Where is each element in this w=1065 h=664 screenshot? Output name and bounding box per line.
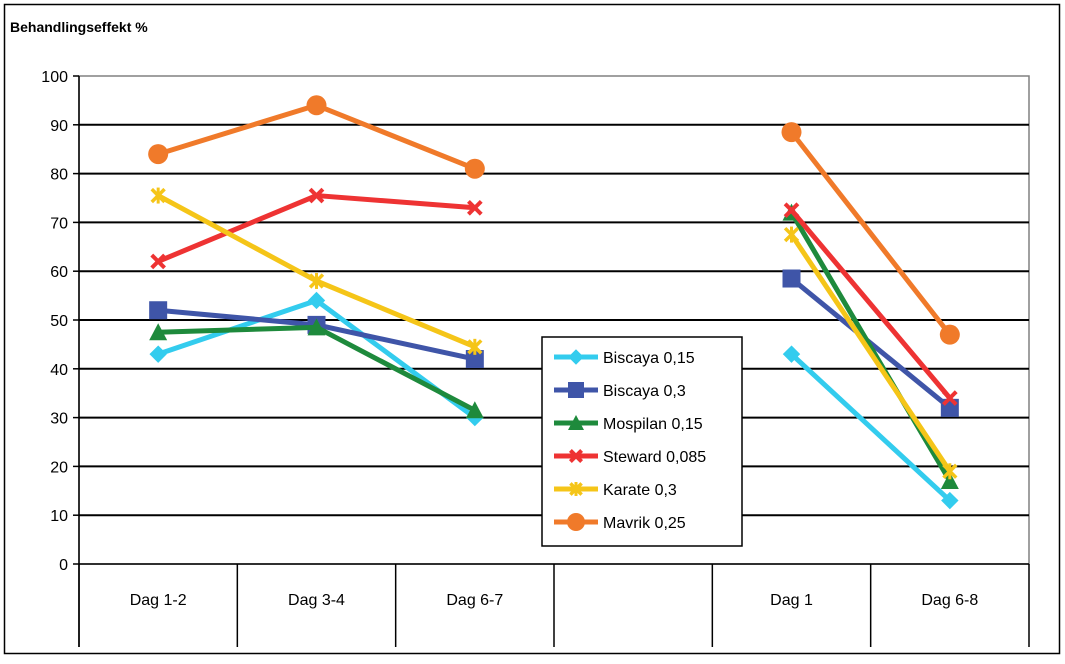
series-karate-0-3: [150, 187, 958, 480]
y-tick-label: 20: [50, 459, 68, 476]
y-axis-label: Behandlingseffekt %: [10, 19, 148, 35]
data-point-circle: [306, 95, 327, 116]
y-tick-label: 80: [50, 167, 68, 184]
data-point-diamond: [149, 345, 167, 363]
x-tick-label: Dag 6-8: [921, 592, 978, 609]
y-tick-label: 100: [41, 69, 68, 86]
legend-entry: Mavrik 0,25: [554, 513, 686, 532]
x-tick-label: Dag 1: [770, 592, 813, 609]
data-point-diamond: [307, 291, 326, 310]
data-point-square: [465, 350, 484, 369]
data-point-triangle: [149, 323, 168, 341]
series-line: [789, 232, 953, 474]
series-line: [789, 129, 953, 338]
legend-label: Mavrik 0,25: [603, 515, 686, 532]
y-tick-label: 50: [50, 313, 68, 330]
data-point-x: [308, 187, 325, 204]
legend-label: Karate 0,3: [603, 482, 677, 499]
data-point-circle: [939, 324, 960, 345]
y-tick-label: 0: [59, 557, 68, 574]
data-point-triangle: [465, 401, 484, 419]
x-tick-label: Dag 3-4: [288, 592, 345, 609]
legend-entry: Biscaya 0,15: [554, 349, 695, 367]
legend-entry: Steward 0,085: [554, 448, 706, 466]
data-point-diamond: [568, 349, 584, 365]
data-point-square: [149, 301, 168, 320]
data-point-x-stroke: [568, 448, 584, 464]
data-point-diamond: [941, 491, 959, 510]
legend-box: [541, 336, 743, 547]
legend-label: Mospilan 0,15: [603, 416, 703, 433]
data-point-circle: [567, 513, 585, 531]
y-tick-label: 90: [50, 118, 68, 135]
series-steward-0-085: [150, 187, 958, 406]
series-mavrik-0-25: [148, 95, 960, 345]
y-tick-label: 30: [50, 411, 68, 428]
legend-label: Biscaya 0,3: [603, 383, 686, 400]
data-point-triangle: [940, 472, 959, 490]
series-line: [789, 351, 953, 504]
data-point-x-stroke: [150, 253, 166, 270]
data-point-circle: [464, 158, 485, 179]
y-tick-label: 10: [50, 508, 68, 525]
legend-entry: Karate 0,3: [554, 482, 677, 499]
legend-label: Steward 0,085: [603, 449, 706, 466]
data-point-square: [782, 269, 801, 288]
legend-entry: Mospilan 0,15: [554, 415, 703, 433]
data-point-x: [783, 202, 800, 219]
data-point-circle: [781, 122, 802, 143]
data-point-star: [150, 187, 166, 204]
y-tick-label: 60: [50, 264, 68, 281]
y-tick-label: 40: [50, 362, 68, 379]
data-point-star: [783, 226, 800, 243]
data-point-x-stroke: [783, 202, 800, 219]
series-line: [789, 207, 953, 401]
data-point-x: [568, 448, 584, 464]
data-point-triangle: [568, 415, 584, 430]
legend-label: Biscaya 0,15: [603, 350, 695, 367]
data-point-square: [940, 398, 959, 417]
data-point-diamond: [782, 345, 801, 363]
legend-entry: Biscaya 0,3: [554, 382, 686, 400]
data-point-x-stroke: [942, 390, 958, 406]
data-point-circle: [148, 144, 169, 165]
x-tick-label: Dag 6-7: [446, 592, 503, 609]
data-point-star: [308, 272, 325, 289]
x-tick-label: Dag 1-2: [130, 592, 187, 609]
data-point-star: [942, 463, 958, 480]
y-tick-label: 70: [50, 215, 68, 232]
data-point-star: [569, 482, 583, 496]
data-point-star: [467, 338, 483, 355]
data-point-x: [942, 390, 958, 406]
data-point-x-stroke: [467, 199, 483, 216]
chart-border: [3, 3, 1061, 655]
legend: Biscaya 0,15 Biscaya 0,3 Mospilan 0,15 Stew…: [541, 336, 743, 547]
data-point-x: [150, 253, 166, 270]
data-point-square: [568, 382, 584, 398]
data-point-triangle: [307, 318, 326, 336]
data-point-x-stroke: [308, 187, 325, 204]
data-point-x: [467, 199, 483, 216]
